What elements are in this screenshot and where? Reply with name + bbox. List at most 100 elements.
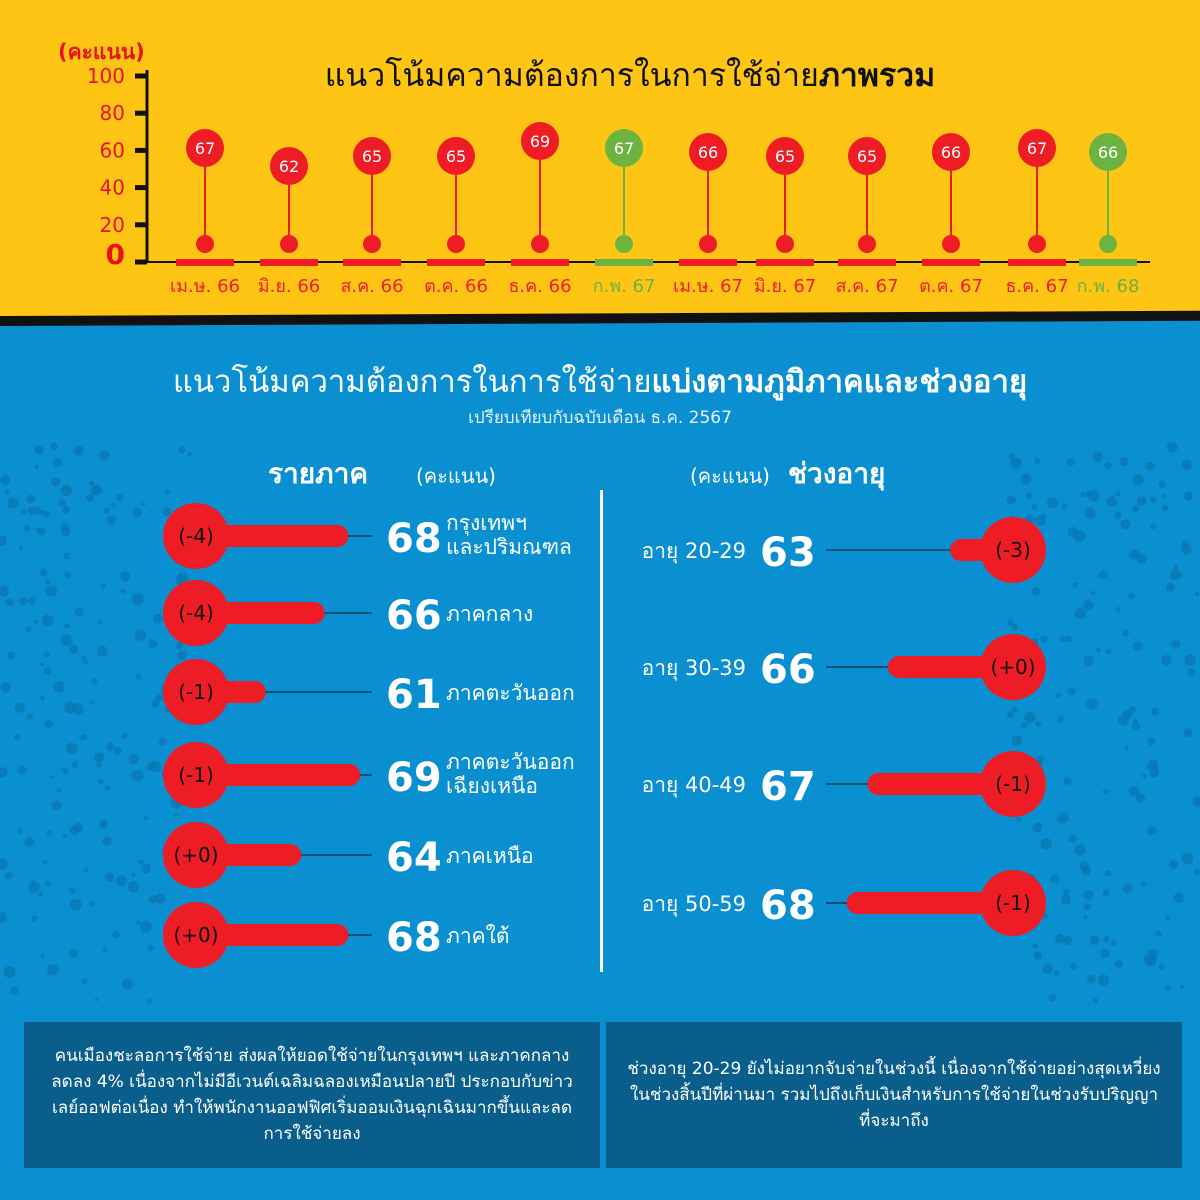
pattern-dot	[1194, 591, 1200, 597]
age-change-label: (-1)	[995, 772, 1031, 796]
pattern-dot	[1041, 513, 1046, 518]
pattern-dot	[1110, 940, 1117, 947]
pattern-dot	[1055, 692, 1062, 698]
pattern-dot	[1083, 655, 1094, 666]
lollipop-head	[270, 147, 308, 185]
pattern-dot	[1074, 844, 1086, 856]
pattern-dot	[1042, 964, 1053, 975]
region-change-circle	[163, 822, 229, 888]
baseline-bar	[176, 259, 234, 266]
pattern-dot	[1128, 705, 1136, 713]
data-label: 66	[941, 143, 961, 162]
overall-title-bold: ภาพรวม	[818, 56, 936, 94]
lollipop-base-dot	[196, 235, 214, 253]
pattern-dot	[136, 920, 141, 925]
pattern-dot	[1169, 569, 1181, 581]
lollipop-base-dot	[699, 235, 717, 253]
pattern-dot	[1114, 511, 1122, 519]
pattern-dot	[1069, 962, 1077, 970]
pattern-dot	[1031, 587, 1040, 596]
pattern-dot	[1020, 473, 1032, 485]
data-label: 66	[698, 143, 718, 162]
pattern-dot	[143, 815, 149, 821]
pattern-dot	[106, 742, 115, 752]
lollipop-base-dot	[615, 235, 633, 253]
pattern-dot	[72, 703, 84, 715]
pattern-dot	[94, 997, 99, 1002]
region-value-label: 68	[386, 915, 442, 961]
pattern-dot	[147, 944, 154, 951]
age-category-label: อายุ 30-39	[642, 656, 746, 681]
pattern-dot	[1147, 953, 1157, 964]
region-value-label: 64	[386, 835, 442, 881]
pattern-dot	[1016, 817, 1022, 823]
lollipop-head	[1018, 129, 1056, 167]
pattern-dot	[7, 497, 19, 509]
data-label: 65	[362, 147, 382, 166]
pattern-dot	[44, 579, 51, 585]
pattern-dot	[0, 911, 7, 924]
lollipop-head	[848, 137, 886, 175]
overall-y-unit-label: (คะแนน)	[58, 40, 145, 64]
data-label: 67	[614, 139, 634, 158]
pattern-dot	[18, 546, 24, 551]
pattern-dot	[1120, 519, 1131, 530]
pattern-dot	[40, 954, 45, 959]
lollipop-base-dot	[1099, 235, 1117, 253]
pattern-dot	[158, 737, 167, 746]
pattern-dot	[1132, 505, 1139, 513]
region-change-label: (-4)	[178, 524, 214, 548]
breakdown-subtitle: เปรียบเทียบกับฉบับเดือน ธ.ค. 2567	[468, 408, 732, 428]
data-label: 65	[446, 147, 466, 166]
pattern-dot	[1011, 706, 1018, 713]
pattern-dot	[1079, 861, 1090, 872]
baseline-bar	[511, 259, 569, 266]
pattern-dot	[99, 820, 108, 829]
region-category-label: และปริมณฑล	[446, 535, 572, 559]
pattern-dot	[53, 681, 65, 693]
pattern-dot	[1035, 720, 1042, 727]
baseline-bar	[427, 259, 485, 266]
age-change-circle	[980, 634, 1046, 700]
pattern-dot	[1167, 441, 1178, 453]
pattern-dot	[1161, 654, 1172, 666]
lollipop-head	[1089, 133, 1127, 171]
pattern-dot	[112, 930, 120, 939]
pattern-dot	[1072, 581, 1079, 588]
y-tick-label: 100	[87, 64, 125, 88]
age-bar	[846, 892, 1012, 914]
pattern-dot	[127, 881, 140, 893]
pattern-dot	[89, 480, 95, 486]
pattern-dot	[64, 571, 71, 579]
baseline-bar	[838, 259, 896, 266]
pattern-dot	[33, 619, 39, 624]
y-tick-label: 60	[100, 138, 125, 162]
x-tick-label: ก.พ. 68	[1077, 276, 1140, 297]
pattern-dot	[1161, 494, 1166, 499]
pattern-dot	[1010, 457, 1022, 469]
region-change-label: (+0)	[173, 923, 218, 947]
pattern-dot	[1065, 635, 1072, 642]
pattern-dot	[73, 445, 84, 456]
lollipop-base-dot	[447, 235, 465, 253]
pattern-dot	[148, 895, 158, 904]
pattern-dot	[1102, 788, 1109, 795]
pattern-dot	[1084, 507, 1096, 519]
pattern-dot	[151, 699, 160, 708]
pattern-dot	[43, 511, 50, 518]
lollipop-base-dot	[776, 235, 794, 253]
pattern-dot	[148, 639, 158, 649]
pattern-dot	[135, 673, 142, 680]
pattern-dot	[132, 507, 142, 517]
pattern-dot	[177, 572, 189, 584]
pattern-dot	[44, 880, 51, 887]
pattern-dot	[1173, 564, 1179, 570]
pattern-dot	[14, 702, 25, 713]
pattern-dot	[46, 830, 52, 836]
pattern-dot	[1092, 997, 1099, 1004]
pattern-dot	[94, 752, 105, 763]
pattern-dot	[105, 872, 115, 882]
lollipop-base-dot	[1028, 235, 1046, 253]
pattern-dot	[92, 485, 102, 495]
pattern-dot	[1048, 993, 1057, 1002]
